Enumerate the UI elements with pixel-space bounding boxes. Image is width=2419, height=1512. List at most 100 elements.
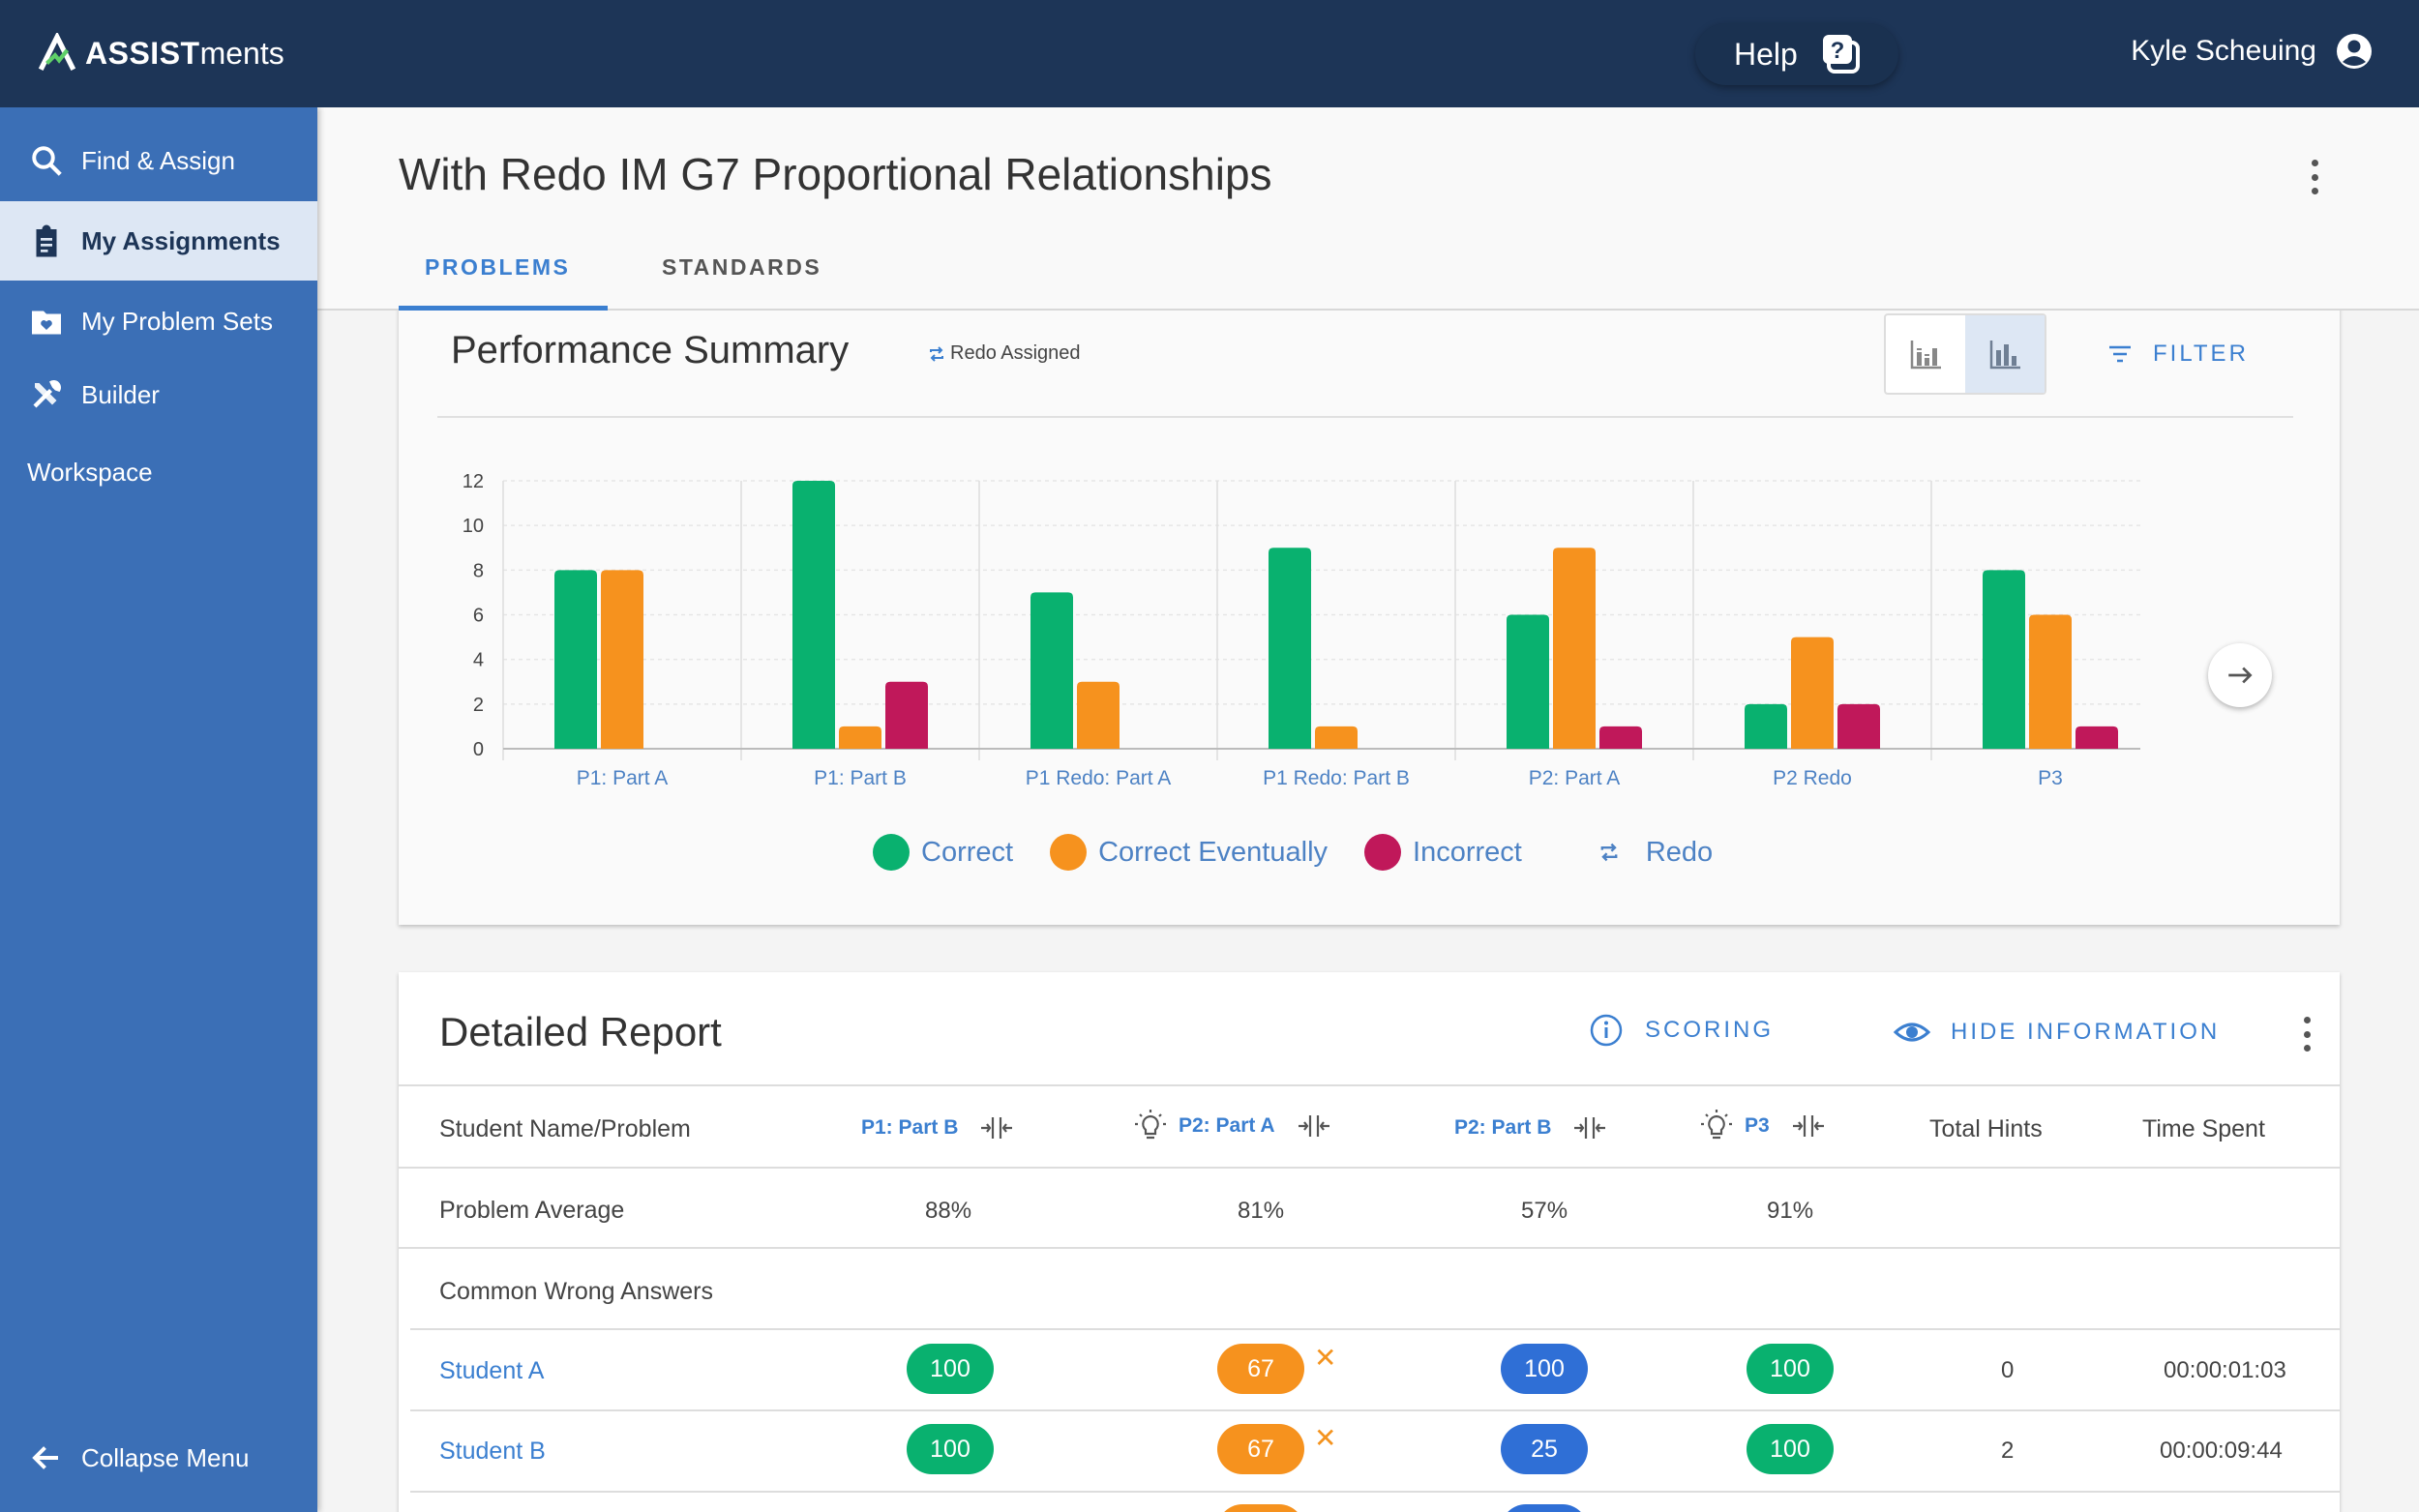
- legend-label: Correct Eventually: [1098, 836, 1329, 868]
- x-tick-label: P2 Redo: [1773, 767, 1852, 789]
- tab-problems[interactable]: PROBLEMS: [425, 254, 571, 280]
- stacked-chart-toggle[interactable]: [1886, 315, 1965, 393]
- sidebar-item-my-problem-sets[interactable]: My Problem Sets: [0, 282, 317, 361]
- y-tick-label: 4: [473, 650, 484, 671]
- scoring-button[interactable]: SCORING: [1589, 1013, 1774, 1048]
- score-pill-partial[interactable]: [1217, 1504, 1304, 1512]
- problem-link[interactable]: P3: [1745, 1114, 1770, 1137]
- legend-item-incorrect[interactable]: Incorrect: [1364, 834, 1522, 871]
- performance-summary-card: Performance Summary Redo Assigned FILTER…: [399, 290, 2340, 925]
- page-more-menu-icon[interactable]: [2310, 160, 2319, 194]
- y-tick-label: 2: [473, 695, 484, 716]
- help-button[interactable]: Help ?: [1695, 23, 1898, 85]
- legend-swatch: [1050, 834, 1088, 871]
- bar: [839, 726, 881, 749]
- problem-link[interactable]: P2: Part B: [1454, 1116, 1552, 1139]
- legend-swatch: [1364, 834, 1402, 871]
- score-pill[interactable]: 100: [1747, 1424, 1834, 1474]
- tab-standards[interactable]: STANDARDS: [662, 254, 822, 280]
- legend-swatch: [873, 834, 910, 871]
- stacked-bar-chart-icon: [1910, 341, 1941, 370]
- score-pill[interactable]: 25: [1501, 1424, 1588, 1474]
- search-icon: [32, 146, 62, 176]
- y-tick-label: 12: [463, 471, 484, 492]
- x-tick-label: P1 Redo: Part A: [1026, 767, 1172, 789]
- redo-assigned-tag: Redo Assigned: [927, 342, 1081, 365]
- sidebar-item-label: My Problem Sets: [81, 306, 273, 336]
- incorrect-x-icon: ✕: [1314, 1423, 1337, 1453]
- filter-button[interactable]: FILTER: [2106, 341, 2249, 368]
- sidebar-item-my-assignments[interactable]: My Assignments: [0, 201, 317, 281]
- score-pill[interactable]: 100: [907, 1344, 994, 1394]
- bar: [2076, 726, 2118, 749]
- bar: [1745, 703, 1787, 749]
- filter-label: FILTER: [2153, 341, 2249, 367]
- problem-link[interactable]: P2: Part A: [1179, 1114, 1275, 1137]
- bar: [1553, 548, 1596, 749]
- bar: [1983, 570, 2025, 749]
- logo-text-rest: ments: [199, 35, 284, 71]
- redo-assigned-label: Redo Assigned: [950, 342, 1081, 364]
- sidebar-item-workspace[interactable]: Workspace: [0, 432, 317, 512]
- arrow-right-icon: [2228, 667, 2253, 684]
- sidebar-item-label: Find & Assign: [81, 145, 235, 175]
- grouped-chart-toggle[interactable]: [1965, 315, 2045, 393]
- column-header-p1-part-b[interactable]: P1: Part B: [861, 1113, 1014, 1142]
- bar: [2029, 614, 2072, 749]
- scoring-label: SCORING: [1645, 1017, 1775, 1043]
- column-header-p2-part-b[interactable]: P2: Part B: [1454, 1113, 1607, 1142]
- legend-label: Redo: [1645, 836, 1714, 868]
- redo-icon: [930, 345, 943, 362]
- bar: [1315, 726, 1358, 749]
- student-name-link[interactable]: Student A: [439, 1357, 545, 1384]
- legend-item-redo[interactable]: Redo: [1598, 837, 1713, 869]
- hide-information-button[interactable]: HIDE INFORMATION: [1893, 1013, 2220, 1052]
- score-pill[interactable]: 100: [1501, 1344, 1588, 1394]
- report-more-menu-icon[interactable]: [2302, 1017, 2312, 1052]
- divider: [399, 1167, 2340, 1169]
- top-bar: ASSIST ments Help ? Kyle Scheuing: [0, 0, 2419, 107]
- hide-information-label: HIDE INFORMATION: [1951, 1019, 2221, 1045]
- bar: [1269, 548, 1311, 749]
- incorrect-x-icon: ✕: [1314, 1343, 1337, 1373]
- column-resize-icon[interactable]: [1297, 1112, 1331, 1141]
- collapse-menu-button[interactable]: Collapse Menu: [29, 1440, 249, 1475]
- bar-chart-icon: [1989, 341, 2020, 370]
- score-pill[interactable]: 100: [907, 1424, 994, 1474]
- chart-next-button[interactable]: [2208, 643, 2272, 707]
- column-header-p3[interactable]: P3: [1698, 1108, 1826, 1144]
- student-name-link[interactable]: Student B: [439, 1438, 546, 1465]
- problem-average-label: Problem Average: [439, 1197, 625, 1224]
- page-header: With Redo IM G7 Proportional Relationshi…: [317, 107, 2419, 311]
- divider: [410, 1491, 2340, 1493]
- logo-mark-icon: [38, 33, 76, 71]
- legend-label: Correct: [921, 836, 1014, 868]
- score-pill-partial[interactable]: [1501, 1504, 1588, 1512]
- average-p3: 91%: [1767, 1198, 1814, 1224]
- user-name: Kyle Scheuing: [2131, 35, 2316, 67]
- y-tick-label: 8: [473, 560, 484, 581]
- divider: [410, 1328, 2340, 1330]
- legend-item-correct-eventually[interactable]: Correct Eventually: [1050, 834, 1328, 871]
- assistments-logo[interactable]: ASSIST ments: [37, 33, 284, 74]
- legend-label: Incorrect: [1413, 836, 1522, 868]
- problem-link[interactable]: P1: Part B: [861, 1116, 959, 1139]
- sidebar-item-label: Builder: [81, 379, 160, 409]
- lightbulb-hint-icon: [1135, 1110, 1166, 1140]
- column-resize-icon[interactable]: [979, 1113, 1014, 1142]
- sidebar-item-builder[interactable]: Builder: [0, 355, 317, 434]
- column-resize-icon[interactable]: [1791, 1112, 1826, 1141]
- column-header-p2-part-a[interactable]: P2: Part A: [1132, 1108, 1331, 1144]
- legend-item-correct[interactable]: Correct: [873, 834, 1013, 871]
- user-menu[interactable]: Kyle Scheuing: [2131, 33, 2373, 70]
- column-resize-icon[interactable]: [1572, 1113, 1607, 1142]
- score-pill[interactable]: 67: [1217, 1344, 1304, 1394]
- bar: [1599, 726, 1642, 749]
- score-pill[interactable]: 100: [1747, 1344, 1834, 1394]
- clipboard-icon: [36, 224, 57, 257]
- total-hints-value: 2: [2001, 1438, 2015, 1464]
- score-pill[interactable]: 67: [1217, 1424, 1304, 1474]
- help-chat-icon: ?: [1822, 35, 1860, 74]
- x-tick-label: P1: Part A: [577, 767, 669, 789]
- sidebar-item-find-assign[interactable]: Find & Assign: [0, 121, 317, 200]
